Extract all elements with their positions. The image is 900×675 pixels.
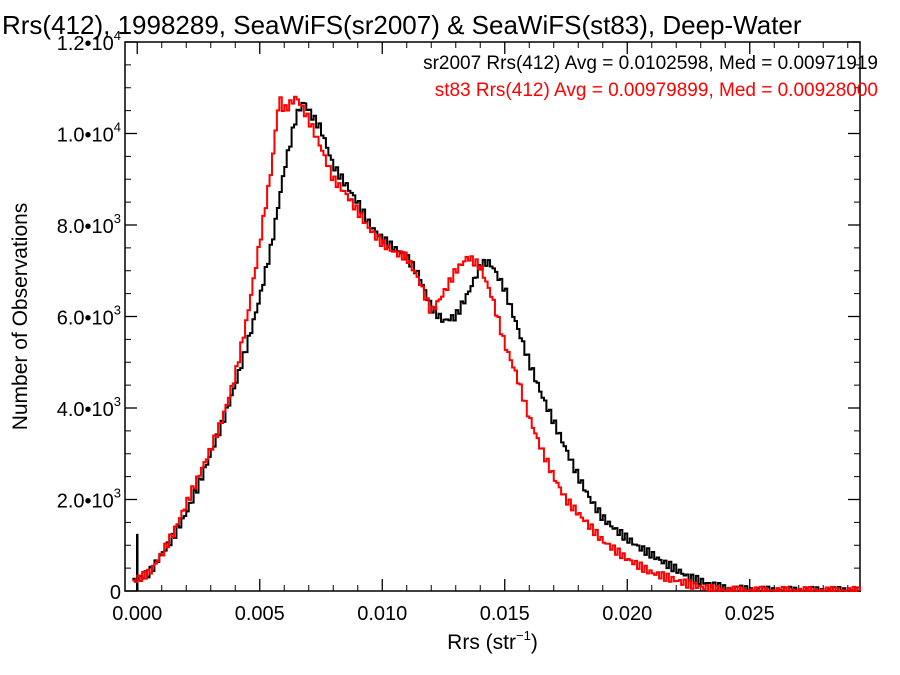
x-tick-label: 0.015 — [480, 603, 530, 625]
y-tick-mantissa: 1.0•10 — [57, 125, 114, 147]
legend-annotation: st83 Rrs(412) Avg = 0.00979899, Med = 0.… — [435, 80, 878, 101]
x-tick-label: 0.020 — [602, 603, 652, 625]
y-tick-label: 4.0•103 — [57, 394, 121, 421]
x-axis: 0.000 0.005 0.010 0.015 0.020 0.025 — [112, 42, 849, 625]
y-tick-label: 1.0•104 — [57, 120, 121, 147]
series-0-line — [132, 101, 861, 592]
legend-annotations: sr2007 Rrs(412) Avg = 0.0102598, Med = 0… — [423, 53, 878, 101]
y-tick-exponent: 3 — [114, 211, 121, 226]
y-tick-mantissa: 4.0•10 — [57, 399, 114, 421]
y-tick-label: 2.0•103 — [57, 486, 121, 513]
y-tick-mantissa: 0 — [110, 582, 121, 604]
x-axis-label: Rrs (str−1) — [447, 628, 538, 654]
series-layer — [132, 95, 861, 592]
y-tick-label: 0 — [110, 582, 121, 604]
y-tick-exponent: 3 — [114, 303, 121, 318]
y-axis-label: Number of Observations — [9, 203, 32, 431]
chart-title: Rrs(412), 1998289, SeaWiFS(sr2007) & Sea… — [2, 10, 802, 40]
x-tick-label: 0.005 — [235, 603, 285, 625]
x-axis-label-close: ) — [531, 631, 538, 654]
y-tick-label: 1.2•104 — [57, 28, 121, 55]
legend-annotation: sr2007 Rrs(412) Avg = 0.0102598, Med = 0… — [423, 53, 878, 74]
x-tick-label: 0.000 — [112, 603, 162, 625]
y-tick-mantissa: 6.0•10 — [57, 308, 114, 330]
y-tick-exponent: 4 — [114, 28, 121, 43]
series-1-line — [132, 95, 861, 592]
y-tick-mantissa: 8.0•10 — [57, 216, 114, 238]
x-axis-label-superscript: −1 — [516, 628, 531, 643]
y-tick-exponent: 4 — [114, 120, 121, 135]
y-axis: 02.0•1034.0•1036.0•1038.0•1031.0•1041.2•… — [57, 28, 860, 604]
x-tick-label: 0.025 — [725, 603, 775, 625]
y-tick-label: 8.0•103 — [57, 211, 121, 238]
y-tick-exponent: 3 — [114, 486, 121, 501]
plot-frame — [124, 41, 861, 592]
y-tick-exponent: 3 — [114, 394, 121, 409]
x-tick-label: 0.010 — [357, 603, 407, 625]
y-tick-mantissa: 2.0•10 — [57, 491, 114, 513]
y-tick-label: 6.0•103 — [57, 303, 121, 330]
y-tick-mantissa: 1.2•10 — [57, 33, 114, 55]
x-axis-label-text: Rrs (str — [447, 631, 516, 654]
